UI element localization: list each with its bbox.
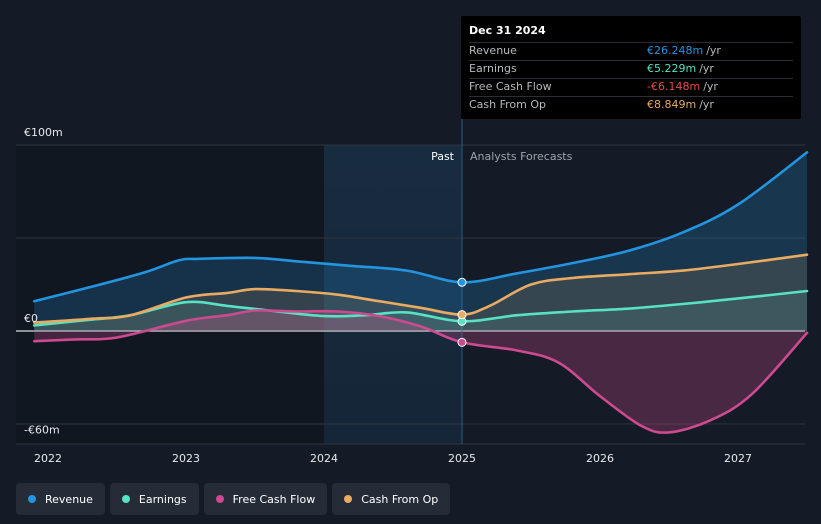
series-area-earnings	[34, 291, 807, 331]
tooltip-unit: /yr	[703, 80, 718, 93]
legend-dot-icon	[215, 495, 224, 503]
series-area-revenue	[34, 152, 807, 331]
legend-label: Cash From Op	[361, 492, 439, 506]
series-line-earnings	[32, 289, 809, 327]
highlight-region	[324, 145, 462, 444]
tooltip-date: Dec 31 2024	[469, 24, 793, 43]
legend-label: Earnings	[138, 492, 187, 506]
tooltip-row-earnings: Earnings €5.229m /yr	[469, 61, 793, 79]
tooltip-unit: /yr	[699, 62, 714, 75]
legend-item-cash-from-op[interactable]: Cash From Op	[332, 483, 451, 515]
tooltip-value: €5.229m	[647, 62, 697, 75]
series-marker-revenue	[457, 277, 467, 287]
legend-label: Free Cash Flow	[232, 492, 316, 506]
tooltip-row-revenue: Revenue €26.248m /yr	[469, 43, 793, 61]
legend-item-free-cash-flow[interactable]: Free Cash Flow	[203, 483, 328, 515]
series-marker-cash-from-op	[457, 310, 467, 320]
tooltip-row-cash-from-op: Cash From Op €8.849m /yr	[469, 97, 793, 114]
tooltip-value: €26.248m	[647, 44, 704, 57]
past-background	[16, 145, 324, 444]
x-tick-label: 2023	[172, 452, 200, 465]
tooltip-unit: /yr	[706, 44, 721, 57]
y-tick-label: €100m	[24, 126, 63, 139]
forecast-label: Analysts Forecasts	[470, 150, 573, 163]
legend-item-revenue[interactable]: Revenue	[16, 483, 105, 515]
x-tick-label: 2027	[724, 452, 752, 465]
legend-dot-icon	[121, 495, 130, 503]
series-area-free-cash-flow	[34, 310, 807, 433]
series-line-revenue	[32, 151, 809, 303]
series-line-free-cash-flow	[32, 309, 809, 434]
tooltip-unit: /yr	[699, 98, 714, 111]
series-line-cash-from-op	[32, 253, 809, 324]
tooltip-metric: Earnings	[469, 62, 517, 75]
tooltip-value: €8.849m	[647, 98, 697, 111]
tooltip-row-free-cash-flow: Free Cash Flow -€6.148m /yr	[469, 79, 793, 97]
legend-label: Revenue	[45, 492, 93, 506]
y-tick-label: -€60m	[24, 424, 60, 437]
series-marker-free-cash-flow	[457, 337, 467, 347]
tooltip: Dec 31 2024 Revenue €26.248m /yr Earning…	[461, 16, 801, 119]
x-tick-label: 2026	[586, 452, 614, 465]
legend: Revenue Earnings Free Cash Flow Cash Fro…	[16, 483, 451, 515]
x-tick-label: 2022	[34, 452, 62, 465]
x-tick-label: 2025	[448, 452, 476, 465]
x-tick-label: 2024	[310, 452, 338, 465]
y-tick-label: €0	[24, 312, 38, 325]
past-label: Past	[431, 150, 455, 163]
tooltip-metric: Revenue	[469, 44, 517, 57]
tooltip-value: -€6.148m	[647, 80, 701, 93]
tooltip-metric: Cash From Op	[469, 98, 547, 111]
tooltip-metric: Free Cash Flow	[469, 80, 552, 93]
legend-dot-icon	[344, 495, 353, 503]
series-area-cash-from-op	[34, 254, 807, 331]
legend-dot-icon	[28, 495, 36, 503]
legend-item-earnings[interactable]: Earnings	[109, 483, 199, 515]
